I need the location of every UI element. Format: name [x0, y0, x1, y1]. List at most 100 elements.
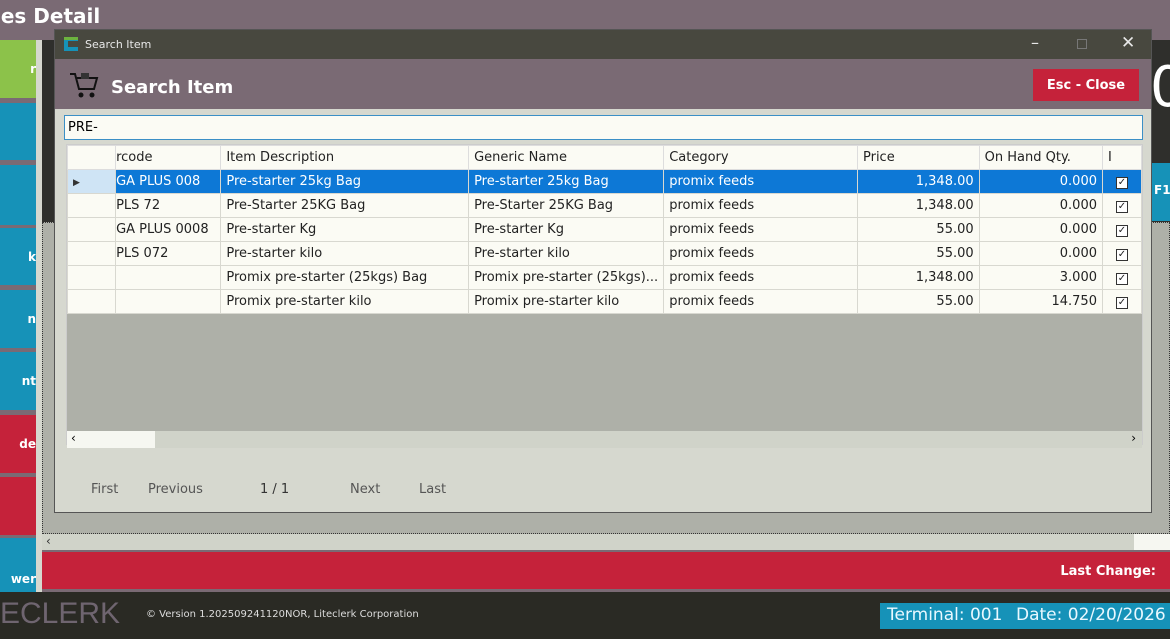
cell-description: Promix pre-starter kilo	[220, 289, 470, 314]
results-table: rcode Item Description Generic Name Cate…	[66, 145, 1143, 314]
cell-barcode: GA PLUS 008	[115, 169, 222, 194]
last-button[interactable]: Last	[419, 482, 447, 497]
cell-barcode: PLS 072	[115, 241, 222, 266]
col-generic[interactable]: Generic Name	[468, 145, 665, 170]
logo: ECLERK	[0, 597, 121, 630]
grid-scrollbar[interactable]: ‹ ›	[67, 431, 1142, 448]
cell-barcode: PLS 72	[115, 193, 222, 218]
checkbox[interactable]: ✓	[1115, 177, 1128, 189]
cell-barcode: GA PLUS 0008	[115, 217, 222, 242]
version-text: © Version 1.202509241120NOR, Liteclerk C…	[146, 609, 419, 620]
cell-price: 1,348.00	[856, 169, 980, 194]
dialog-header: Search Item Esc - Close	[55, 59, 1151, 109]
cell-check: ✓	[1101, 241, 1143, 266]
divider	[36, 40, 42, 595]
cell-qty: 3.000	[978, 265, 1103, 290]
row-header[interactable]	[66, 241, 117, 266]
sidebar-button[interactable]: wer	[0, 538, 36, 592]
cell-description: Pre-Starter 25KG Bag	[220, 193, 470, 218]
table-row[interactable]: GA PLUS 0008 Pre-starter Kg Pre-starter …	[66, 217, 1143, 242]
sidebar-button[interactable]: n	[0, 290, 36, 348]
row-header-col	[66, 145, 117, 170]
cell-qty: 0.000	[978, 193, 1103, 218]
checkbox[interactable]: ✓	[1115, 201, 1128, 213]
cell-generic: Pre-starter kilo	[468, 241, 665, 266]
cell-description: Pre-starter 25kg Bag	[220, 169, 470, 194]
cell-barcode	[115, 289, 222, 314]
total-display: 0	[1150, 55, 1170, 120]
app-title: les Detail	[0, 4, 101, 28]
cell-generic: Pre-Starter 25KG Bag	[468, 193, 665, 218]
first-button[interactable]: First	[91, 482, 119, 497]
cell-qty: 0.000	[978, 241, 1103, 266]
cell-generic: Promix pre-starter (25kgs)...	[468, 265, 665, 290]
cell-description: Pre-starter kilo	[220, 241, 470, 266]
dialog-titlebar: Search Item – ✕	[55, 30, 1151, 59]
cell-description: Pre-starter Kg	[220, 217, 470, 242]
last-change-bar: Last Change:	[42, 552, 1170, 589]
minimize-icon[interactable]: –	[1031, 33, 1039, 52]
table-row[interactable]: ▶ GA PLUS 008 Pre-starter 25kg Bag Pre-s…	[66, 169, 1143, 194]
cell-category: promix feeds	[663, 289, 858, 314]
col-i[interactable]: I	[1101, 145, 1143, 170]
sidebar-button[interactable]: de	[0, 415, 36, 473]
table-row[interactable]: PLS 072 Pre-starter kilo Pre-starter kil…	[66, 241, 1143, 266]
row-header[interactable]	[66, 265, 117, 290]
col-description[interactable]: Item Description	[220, 145, 470, 170]
current-row-icon: ▶	[73, 178, 80, 188]
page-indicator: 1 / 1	[260, 482, 290, 497]
cell-category: promix feeds	[663, 265, 858, 290]
checkbox[interactable]: ✓	[1115, 249, 1128, 261]
col-category[interactable]: Category	[663, 145, 858, 170]
sidebar-button[interactable]	[0, 165, 36, 225]
scroll-right-icon[interactable]: ›	[1131, 431, 1136, 445]
row-header[interactable]: ▶	[66, 169, 117, 194]
cart-icon	[70, 73, 99, 98]
terminal-badge: Terminal: 001	[880, 603, 1010, 629]
sidebar-button[interactable]	[0, 477, 36, 535]
cell-category: promix feeds	[663, 217, 858, 242]
cell-category: promix feeds	[663, 193, 858, 218]
cell-price: 1,348.00	[856, 193, 980, 218]
cell-check: ✓	[1101, 217, 1143, 242]
checkbox[interactable]: ✓	[1115, 273, 1128, 285]
cell-qty: 0.000	[978, 217, 1103, 242]
col-qty[interactable]: On Hand Qty.	[978, 145, 1103, 170]
col-price[interactable]: Price	[856, 145, 980, 170]
scroll-thumb[interactable]	[1134, 534, 1170, 550]
sidebar-button[interactable]: k	[0, 228, 36, 285]
checkbox[interactable]: ✓	[1115, 297, 1128, 309]
cell-price: 55.00	[856, 241, 980, 266]
horizontal-scrollbar[interactable]: ‹	[42, 534, 1170, 550]
scroll-left-icon[interactable]: ‹	[71, 431, 76, 445]
esc-close-button[interactable]: Esc - Close	[1033, 69, 1139, 101]
table-row[interactable]: PLS 72 Pre-Starter 25KG Bag Pre-Starter …	[66, 193, 1143, 218]
sidebar-button[interactable]	[0, 103, 36, 160]
previous-button[interactable]: Previous	[148, 482, 203, 497]
cell-category: promix feeds	[663, 241, 858, 266]
cell-generic: Promix pre-starter kilo	[468, 289, 665, 314]
close-icon[interactable]: ✕	[1121, 33, 1136, 53]
col-barcode[interactable]: rcode	[115, 145, 222, 170]
table-row[interactable]: Promix pre-starter (25kgs) Bag Promix pr…	[66, 265, 1143, 290]
cell-generic: Pre-starter Kg	[468, 217, 665, 242]
sidebar-button[interactable]: nt	[0, 352, 36, 410]
cell-price: 1,348.00	[856, 265, 980, 290]
window-title: Search Item	[85, 38, 152, 51]
row-header[interactable]	[66, 193, 117, 218]
cell-qty: 14.750	[978, 289, 1103, 314]
checkbox[interactable]: ✓	[1115, 225, 1128, 237]
row-header[interactable]	[66, 289, 117, 314]
search-input[interactable]	[64, 115, 1143, 140]
cell-check: ✓	[1101, 289, 1143, 314]
row-header[interactable]	[66, 217, 117, 242]
scroll-thumb[interactable]	[67, 431, 155, 448]
dialog-heading: Search Item	[111, 77, 234, 98]
table-row[interactable]: Promix pre-starter kilo Promix pre-start…	[66, 289, 1143, 314]
results-grid: rcode Item Description Generic Name Cate…	[66, 144, 1143, 448]
sidebar-button[interactable]: r	[0, 40, 36, 98]
next-button[interactable]: Next	[350, 482, 381, 497]
scroll-left-icon[interactable]: ‹	[46, 534, 51, 548]
header-row: rcode Item Description Generic Name Cate…	[66, 145, 1143, 170]
maximize-icon[interactable]	[1077, 39, 1087, 49]
